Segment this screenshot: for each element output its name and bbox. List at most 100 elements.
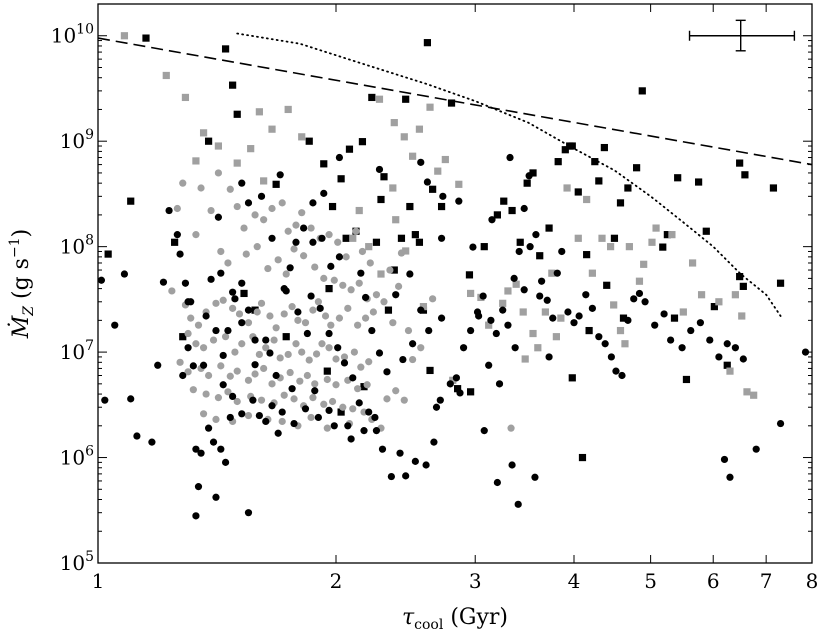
data-point-circle xyxy=(475,312,483,320)
data-point-circle xyxy=(262,336,270,344)
data-point-circle xyxy=(575,312,583,320)
data-point-circle xyxy=(214,394,223,402)
data-point-circle xyxy=(257,299,266,307)
data-point-square xyxy=(625,243,633,251)
data-point-circle xyxy=(320,189,328,197)
data-point-circle xyxy=(479,292,487,300)
data-point-square xyxy=(328,202,337,211)
data-point-circle xyxy=(292,221,300,229)
data-point-circle xyxy=(276,171,284,179)
data-point-square xyxy=(668,231,676,239)
data-point-circle xyxy=(262,417,270,426)
data-point-circle xyxy=(352,227,360,235)
data-point-circle xyxy=(532,231,540,239)
data-point-circle xyxy=(199,410,208,418)
data-point-square xyxy=(595,177,603,185)
data-point-square xyxy=(548,269,556,277)
data-point-circle xyxy=(316,304,324,312)
data-point-square xyxy=(574,188,582,196)
data-point-circle xyxy=(429,295,437,303)
data-point-square xyxy=(419,303,428,311)
data-point-circle xyxy=(274,429,282,437)
data-point-square xyxy=(568,142,576,150)
data-point-square xyxy=(504,287,512,295)
data-point-square xyxy=(534,344,542,352)
x-tick-label: 7 xyxy=(760,569,773,593)
data-point-circle xyxy=(726,473,734,481)
data-point-circle xyxy=(305,356,313,364)
data-point-circle xyxy=(244,411,253,420)
data-point-square xyxy=(426,366,434,375)
data-point-square xyxy=(104,250,112,258)
data-point-circle xyxy=(288,385,296,393)
data-point-circle xyxy=(290,395,298,403)
data-point-circle xyxy=(630,295,638,303)
data-point-circle xyxy=(564,308,572,316)
data-point-circle xyxy=(430,438,438,446)
data-point-circle xyxy=(320,274,328,282)
data-point-circle xyxy=(439,192,447,200)
data-point-square xyxy=(521,355,529,363)
data-point-circle xyxy=(187,314,195,322)
data-point-square xyxy=(697,291,706,299)
data-point-circle xyxy=(334,238,342,246)
data-point-circle xyxy=(197,184,205,192)
data-point-square xyxy=(598,234,606,242)
plot-frame xyxy=(97,3,813,564)
data-point-circle xyxy=(635,289,644,298)
x-tick-label: 3 xyxy=(469,569,482,593)
data-point-square xyxy=(221,45,230,53)
data-point-square xyxy=(372,238,381,246)
data-point-circle xyxy=(558,247,566,256)
data-point-circle xyxy=(244,509,253,517)
data-point-circle xyxy=(417,344,425,352)
data-point-circle xyxy=(325,231,333,239)
data-point-circle xyxy=(492,329,500,338)
data-point-circle xyxy=(595,333,603,341)
data-point-circle xyxy=(231,348,239,356)
data-point-circle xyxy=(272,371,280,380)
data-point-square xyxy=(512,280,520,288)
data-point-square xyxy=(552,333,560,341)
data-point-circle xyxy=(173,204,181,213)
data-point-circle xyxy=(553,269,561,277)
data-point-circle xyxy=(268,234,276,242)
data-point-circle xyxy=(238,319,246,327)
data-point-square xyxy=(171,238,179,246)
data-point-circle xyxy=(549,314,557,322)
data-point-circle xyxy=(436,396,444,404)
data-point-circle xyxy=(354,385,362,393)
data-point-circle xyxy=(133,432,141,440)
data-point-circle xyxy=(244,319,253,327)
data-point-circle xyxy=(776,419,785,428)
data-point-circle xyxy=(298,209,306,217)
data-point-circle xyxy=(212,493,220,501)
data-point-circle xyxy=(357,363,365,371)
data-point-circle xyxy=(363,381,371,389)
data-point-circle xyxy=(536,292,544,300)
data-point-circle xyxy=(327,321,335,329)
data-point-square xyxy=(583,195,591,204)
data-point-circle xyxy=(366,259,374,267)
data-point-circle xyxy=(667,336,675,344)
data-point-circle xyxy=(520,204,528,213)
data-point-circle xyxy=(184,298,192,306)
data-point-circle xyxy=(165,206,173,215)
data-point-circle xyxy=(504,321,512,329)
data-point-circle xyxy=(543,296,551,304)
data-point-square xyxy=(624,184,632,192)
data-point-circle xyxy=(325,406,333,414)
data-point-circle xyxy=(307,292,315,300)
data-point-square xyxy=(337,175,345,183)
data-point-circle xyxy=(339,281,347,289)
data-point-circle xyxy=(446,380,454,388)
data-point-square xyxy=(368,93,376,102)
data-point-circle xyxy=(511,344,519,352)
data-point-square xyxy=(607,243,615,251)
data-point-square xyxy=(358,138,367,146)
data-point-square xyxy=(557,314,565,322)
axis-ticks xyxy=(98,4,812,563)
data-point-square xyxy=(508,206,516,215)
data-point-circle xyxy=(339,403,347,411)
data-point-circle xyxy=(696,319,704,327)
